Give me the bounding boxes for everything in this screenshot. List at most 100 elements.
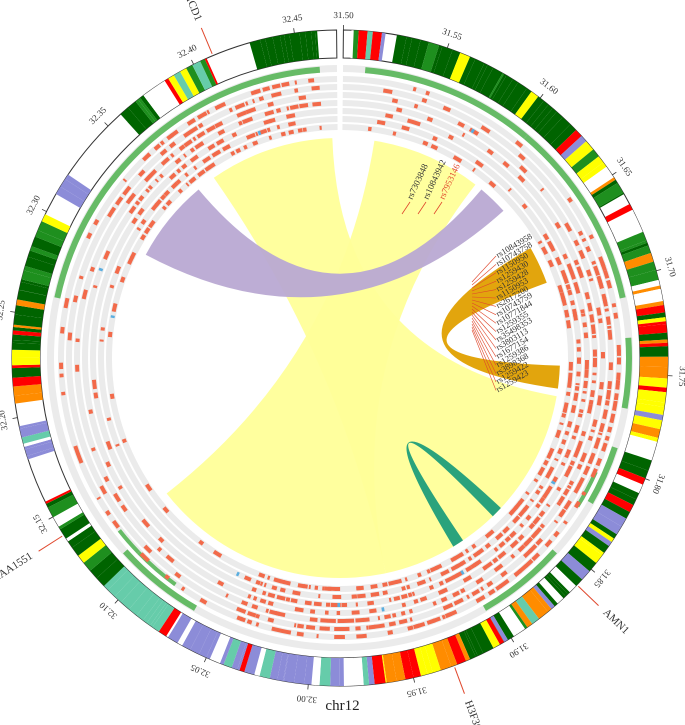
snp-mark bbox=[245, 101, 249, 106]
snp-mark bbox=[290, 598, 298, 604]
snp-mark bbox=[557, 450, 562, 455]
snp-mark bbox=[281, 81, 290, 88]
snp-mark bbox=[163, 189, 171, 197]
snp-mark bbox=[288, 129, 295, 135]
snp-mark bbox=[311, 85, 320, 91]
snp-mark bbox=[181, 163, 188, 170]
chromhmm-segment bbox=[41, 214, 71, 233]
snp-mark bbox=[236, 615, 244, 622]
snp-mark bbox=[585, 245, 592, 253]
chromhmm-segment bbox=[637, 312, 666, 321]
chromhmm-segment bbox=[458, 631, 476, 660]
snp-mark bbox=[320, 618, 329, 623]
snp-mark bbox=[426, 568, 431, 574]
snp-mark bbox=[115, 443, 120, 447]
snp-pointer bbox=[471, 326, 497, 383]
snp-mark bbox=[119, 276, 126, 283]
snp-mark bbox=[573, 239, 580, 247]
snp-mark bbox=[522, 548, 533, 559]
snp-mark bbox=[596, 307, 602, 316]
snp-mark bbox=[177, 188, 184, 194]
snp-mark bbox=[280, 131, 286, 137]
snp-mark bbox=[247, 610, 257, 618]
snp-mark bbox=[607, 426, 613, 433]
snp-mark bbox=[616, 372, 621, 381]
tick-label: 31.75 bbox=[677, 366, 685, 387]
snp-mark bbox=[562, 253, 569, 260]
snp-mark bbox=[613, 312, 619, 319]
snp-mark bbox=[566, 484, 572, 490]
snp-mark bbox=[589, 314, 595, 323]
snp-mark bbox=[417, 572, 422, 578]
snp-mark bbox=[259, 581, 264, 587]
snp-mark bbox=[581, 237, 587, 243]
chromhmm-segment bbox=[498, 610, 517, 637]
snp-mark bbox=[569, 270, 576, 280]
snp-mark bbox=[143, 544, 153, 554]
snp-mark-blue bbox=[98, 267, 104, 272]
snp-mark bbox=[605, 389, 612, 400]
chromhmm-segment bbox=[637, 317, 666, 325]
snp-mark bbox=[425, 90, 431, 96]
snp-mark bbox=[608, 362, 613, 371]
chromhmm-segment bbox=[486, 617, 504, 645]
snp-mark bbox=[177, 157, 182, 163]
chromhmm-segment bbox=[26, 447, 55, 460]
chromhmm-segment bbox=[621, 451, 652, 471]
chromhmm-segment bbox=[366, 656, 375, 685]
snp-mark bbox=[305, 624, 316, 630]
chromhmm-segment bbox=[455, 633, 471, 661]
snp-mark bbox=[538, 496, 546, 504]
snp-mark bbox=[573, 500, 581, 509]
snp-mark bbox=[174, 159, 180, 165]
snp-pointer bbox=[471, 272, 497, 289]
snp-mark bbox=[263, 582, 267, 588]
chromhmm-segment bbox=[37, 221, 68, 242]
snp-mark bbox=[602, 296, 608, 307]
chromhmm-segment bbox=[58, 512, 85, 530]
chromhmm-segment bbox=[546, 573, 568, 597]
snp-mark bbox=[396, 107, 403, 113]
snp-mark bbox=[90, 447, 96, 452]
chromhmm-segment bbox=[121, 581, 148, 610]
snp-mark bbox=[120, 504, 128, 513]
snp-mark bbox=[595, 457, 603, 467]
chromhmm-segment bbox=[173, 71, 194, 100]
snp-mark bbox=[573, 424, 580, 434]
snp-mark bbox=[267, 575, 271, 580]
chromhmm-segment bbox=[146, 600, 167, 626]
snp-mark bbox=[243, 575, 252, 582]
snp-mark bbox=[59, 373, 64, 378]
snp-mark-blue bbox=[381, 607, 385, 612]
chromhmm-segment bbox=[620, 240, 648, 253]
snp-mark bbox=[573, 314, 578, 321]
snp-mark bbox=[334, 586, 341, 591]
snp-mark bbox=[270, 91, 282, 98]
chromhmm-segment bbox=[530, 104, 553, 130]
snp-mark bbox=[252, 596, 258, 601]
snp-pointer bbox=[471, 320, 497, 366]
chromhmm-segment bbox=[636, 304, 665, 317]
snp-mark bbox=[324, 610, 329, 615]
chromhmm-segment bbox=[407, 648, 421, 678]
snp-mark bbox=[268, 135, 273, 141]
chromhmm-segment bbox=[204, 58, 218, 85]
chromhmm-segment bbox=[638, 376, 668, 388]
snp-mark bbox=[582, 390, 587, 394]
snp-pointer bbox=[471, 308, 497, 332]
snp-mark-blue bbox=[470, 128, 475, 134]
snp-pointer bbox=[471, 264, 497, 286]
snp-mark bbox=[607, 380, 613, 390]
snp-mark bbox=[217, 128, 226, 136]
snp-mark bbox=[388, 621, 397, 627]
snp-mark bbox=[308, 78, 315, 83]
snp-mark bbox=[564, 313, 570, 318]
snp-mark bbox=[189, 154, 199, 163]
snp-mark bbox=[557, 284, 564, 293]
snp-mark bbox=[366, 625, 369, 630]
chromhmm-segment bbox=[60, 179, 89, 202]
chromhmm-segment bbox=[272, 35, 286, 65]
chromhmm-segment bbox=[129, 587, 155, 616]
chromhmm-segment bbox=[365, 31, 373, 60]
snp-mark bbox=[616, 357, 621, 365]
